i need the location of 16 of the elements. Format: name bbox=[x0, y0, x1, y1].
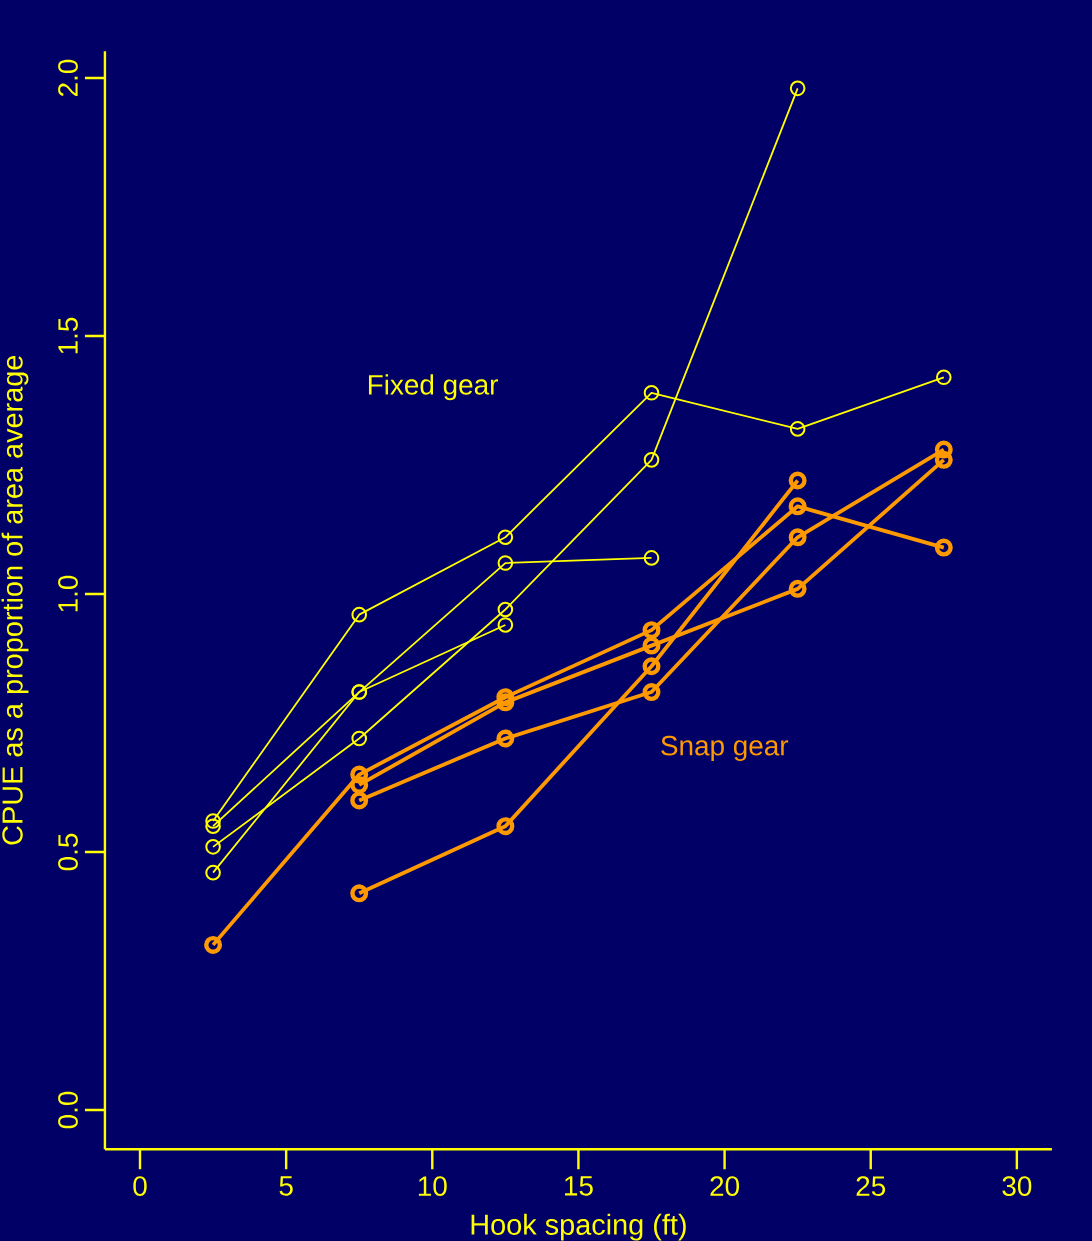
annotation: Fixed gear bbox=[368, 374, 498, 401]
y-tick-label: 2.0 bbox=[58, 59, 78, 97]
x-tick-label: 30 bbox=[1002, 1176, 1032, 1197]
x-tick-label: 15 bbox=[565, 1176, 593, 1196]
x-axis-title: Hook spacing (ft) bbox=[471, 1213, 686, 1241]
y-tick-label: 0.5 bbox=[58, 833, 78, 871]
y-tick-label: 1.5 bbox=[58, 317, 78, 354]
x-tick-label: 25 bbox=[856, 1176, 886, 1197]
x-tick-label: 10 bbox=[418, 1176, 447, 1197]
x-tick-label: 0 bbox=[133, 1176, 147, 1197]
annotation: Snap gear bbox=[661, 735, 789, 762]
y-tick-label: 1.0 bbox=[58, 575, 78, 612]
y-tick-label: 0.0 bbox=[58, 1091, 78, 1129]
x-tick-label: 20 bbox=[710, 1176, 740, 1197]
y-axis-title: CPUE as a proportion of area average bbox=[1, 355, 29, 845]
x-tick-label: 5 bbox=[279, 1176, 293, 1196]
